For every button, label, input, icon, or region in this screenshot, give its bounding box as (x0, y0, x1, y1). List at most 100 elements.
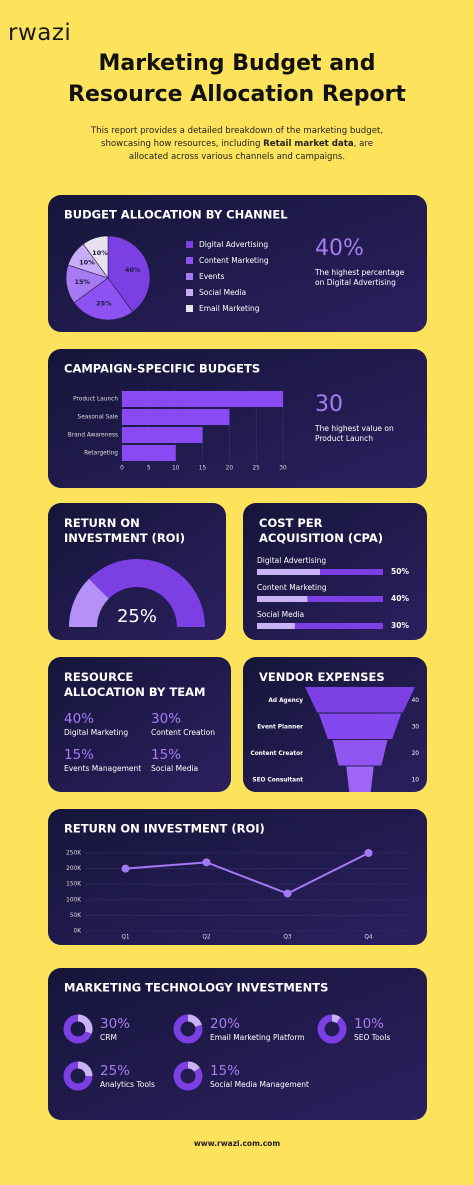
funnel-segment (332, 740, 388, 766)
legend-label: Social Media (199, 288, 246, 297)
donut-label: Social Media Management (210, 1080, 309, 1089)
y-tick-label: 200K (66, 866, 81, 872)
donut-value (173, 1014, 203, 1044)
slice-label: 40% (125, 266, 141, 274)
donut-value-label: 30% (100, 1016, 130, 1032)
value-label: 50% (391, 567, 409, 576)
funnel-label: Ad Agency (268, 698, 303, 704)
card-title: RESOURCE ALLOCATION BY TEAM (64, 670, 205, 699)
card-title: COST PER ACQUISITION (CPA) (259, 516, 383, 545)
bar-label: Social Media (257, 610, 304, 619)
y-tick-label: 150K (66, 882, 81, 888)
y-tick-label: 0K (74, 929, 82, 935)
card-title: RETURN ON INVESTMENT (ROI) (64, 822, 265, 836)
bar (122, 409, 230, 425)
category-label: Retargeting (84, 451, 118, 457)
slice-label: 25% (96, 300, 112, 308)
stat-label: Events Management (64, 764, 141, 773)
x-tick-label: 15 (199, 466, 207, 472)
slice-label: 15% (74, 278, 90, 286)
card-title: MARKETING TECHNOLOGY INVESTMENTS (64, 981, 328, 995)
funnel-segment (305, 687, 415, 713)
donut-value-label: 20% (210, 1016, 240, 1032)
funnel-value: 40 (412, 698, 420, 704)
callout-text: The highest value on Product Launch (314, 424, 394, 443)
bar (257, 623, 295, 629)
donut-value (63, 1014, 93, 1044)
funnel-segment (346, 766, 374, 792)
x-tick-label: 10 (172, 466, 180, 472)
bar-label: Content Marketing (257, 583, 327, 592)
legend-swatch (186, 289, 193, 296)
funnel-value: 10 (412, 777, 420, 783)
gauge-value (69, 578, 109, 627)
stat-label: Content Creation (151, 728, 215, 737)
legend-swatch (186, 305, 193, 312)
stat-value: 15% (151, 747, 181, 763)
pie-slice (82, 235, 109, 279)
value-label: 30% (391, 621, 409, 630)
card (48, 809, 427, 945)
x-tick-label: Q1 (121, 935, 130, 941)
card-title: VENDOR EXPENSES (259, 670, 385, 684)
x-tick-label: Q2 (202, 935, 211, 941)
y-tick-label: 250K (66, 851, 81, 857)
stat-value: 40% (64, 711, 94, 727)
donut-value-label: 10% (354, 1016, 384, 1032)
point (283, 889, 292, 898)
y-tick-label: 50K (70, 913, 81, 919)
x-tick-label: 25 (252, 466, 260, 472)
pie-slice (73, 277, 134, 321)
callout-text: The highest percentage on Digital Adverti… (314, 268, 405, 287)
funnel-label: Event Planner (257, 724, 303, 730)
card (48, 657, 231, 792)
logo: rwazi (8, 20, 72, 46)
bar-track (257, 623, 383, 629)
bar (257, 569, 320, 575)
legend-label: Digital Advertising (199, 240, 268, 249)
x-tick-label: 20 (226, 466, 234, 472)
bar (122, 427, 203, 443)
gauge-label: 25% (117, 606, 157, 627)
x-tick-label: Q3 (283, 935, 292, 941)
legend-label: Content Marketing (199, 256, 269, 265)
x-tick-label: 5 (147, 466, 151, 472)
donut-value-label: 15% (210, 1063, 240, 1079)
bar (122, 391, 283, 407)
legend-swatch (186, 273, 193, 280)
donut-label: SEO Tools (354, 1033, 390, 1042)
funnel-value: 20 (412, 751, 420, 757)
bar (257, 596, 308, 602)
value-label: 40% (391, 594, 409, 603)
donut-value (317, 1014, 347, 1044)
point (121, 864, 130, 873)
funnel-label: Content Creator (250, 751, 303, 757)
stat-value: 30% (151, 711, 181, 727)
y-tick-label: 100K (66, 897, 81, 903)
point (364, 849, 373, 857)
donut-label: Analytics Tools (100, 1080, 155, 1089)
x-tick-label: 30 (279, 466, 287, 472)
funnel-value: 30 (412, 724, 420, 730)
donut-value (173, 1061, 203, 1091)
stat-label: Social Media (151, 764, 198, 773)
intro: This report provides a detailed breakdow… (82, 125, 392, 164)
intro-text: This report provides a detailed breakdow… (90, 126, 384, 149)
stat-label: Digital Marketing (64, 728, 128, 737)
x-tick-label: 0 (120, 466, 124, 472)
footer: www.rwazi.com.com (193, 1139, 281, 1148)
card-title: CAMPAIGN-SPECIFIC BUDGETS (64, 362, 260, 376)
donut-label: Email Marketing Platform (210, 1033, 305, 1042)
card (48, 968, 427, 1120)
category-label: Seasonal Sale (78, 415, 119, 421)
donut-label: CRM (100, 1033, 117, 1042)
legend-label: Events (199, 272, 224, 281)
legend-swatch (186, 257, 193, 264)
x-tick-label: Q4 (364, 935, 373, 941)
legend-swatch (186, 241, 193, 248)
bar-label: Digital Advertising (257, 556, 326, 565)
slice-label: 10% (79, 259, 95, 267)
category-label: Product Launch (73, 397, 118, 403)
slice-label: 10% (92, 249, 108, 257)
